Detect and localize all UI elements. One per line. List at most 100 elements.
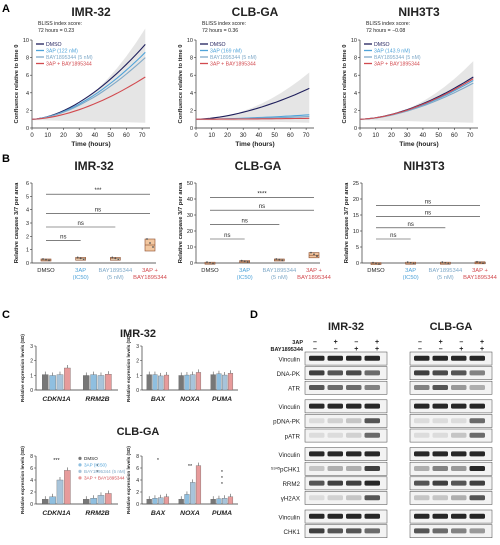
blot-band (327, 355, 343, 361)
y-tick-label: 40 (187, 197, 193, 203)
x-tick-label: 50 (435, 133, 442, 139)
bliss-label: BLISS index score: (366, 21, 410, 27)
blot-band (364, 451, 380, 457)
blot-band (309, 513, 325, 519)
blot-band (469, 495, 485, 501)
category-label: BAY1895344 (428, 268, 463, 274)
sig-label: **** (257, 191, 267, 197)
blot-strip (409, 461, 493, 476)
blot-band (414, 528, 430, 534)
blot-band (309, 528, 325, 534)
growth-curve (31, 76, 146, 120)
gene-label: NOXA (180, 510, 200, 517)
data-point (152, 246, 154, 248)
y-tick-label: 10 (23, 38, 29, 44)
x-tick-label: 10 (44, 133, 51, 139)
blot-band (451, 466, 467, 471)
blot-band (309, 403, 325, 409)
expression-bar (158, 497, 164, 505)
y-axis-title: Confluence relative to time 0 (342, 45, 348, 124)
x-tick-label: 40 (92, 133, 99, 139)
blot-band (309, 370, 325, 376)
y-tick-label: 4 (136, 478, 139, 484)
growth-curve (195, 87, 310, 120)
blot-band (327, 370, 343, 376)
expression-bar (146, 499, 152, 505)
category-label: 3AP + (142, 268, 158, 274)
blot-band (432, 528, 448, 534)
data-point (441, 261, 444, 264)
expression-bar (163, 374, 170, 391)
x-tick-label: 60 (123, 133, 130, 139)
y-tick-label: 2 (30, 359, 33, 365)
expression-bar (97, 375, 105, 391)
blot-band (414, 495, 430, 501)
expression-bar (216, 373, 222, 391)
blot-band (469, 370, 485, 376)
blot-band (346, 355, 362, 361)
category-label: BAY1895344 (98, 268, 133, 274)
expression-bar (83, 375, 90, 391)
blot-band (346, 385, 362, 390)
y-tick-label: 6 (30, 466, 33, 472)
blot-band (327, 480, 343, 486)
blot-band (309, 385, 325, 390)
y-tick-label: 8 (30, 454, 33, 460)
category-label: BAY1895344 (297, 275, 332, 281)
blot-band (309, 480, 325, 486)
blot-band (432, 385, 448, 390)
sig-label: ns (95, 207, 101, 213)
treatment-sign: + (334, 339, 338, 346)
sig-label: ns (60, 235, 66, 241)
category-label: 3AP + (472, 268, 488, 274)
y-tick-label: 0 (30, 388, 33, 394)
blot-band (451, 355, 467, 361)
y-tick-label: 3 (30, 344, 33, 350)
bliss-label: BLISS index score: (38, 21, 82, 27)
y-tick-label: 2 (136, 490, 139, 496)
blot-strip (304, 428, 388, 443)
expression-bar (49, 375, 56, 391)
blot-band (364, 495, 380, 501)
category-label: (5 nM) (271, 275, 288, 281)
y-tick-label: 10 (351, 38, 357, 44)
y-axis-title: Relative expression levels (SD) (126, 334, 131, 402)
gene-label: CDKN1A (42, 396, 70, 403)
x-tick-label: 40 (256, 133, 263, 139)
y-tick-label: 0 (190, 261, 193, 267)
data-point (212, 262, 214, 265)
x-tick-label: 10 (208, 133, 215, 139)
blot-band (432, 370, 448, 376)
expression-bar (178, 499, 184, 505)
x-tick-label: 30 (76, 133, 83, 139)
chart-a-title: IMR-32 (71, 5, 111, 19)
y-tick-label: 4 (354, 91, 357, 97)
expression-bar (210, 374, 216, 391)
y-tick-label: 1 (30, 373, 33, 379)
blot-strip (409, 414, 493, 428)
blot-band (346, 495, 362, 501)
blot-label: DNA-PK (277, 371, 301, 378)
legend-label: 3AP + BAY1895344 (374, 62, 420, 68)
treatment-sign: – (459, 339, 463, 346)
y-tick-label: 0 (354, 126, 357, 132)
growth-curve (359, 78, 474, 120)
legend-label: 3AP (122 nM) (46, 49, 78, 55)
y-axis-title: Confluence relative to time 0 (178, 45, 184, 124)
data-point (479, 261, 481, 264)
y-tick-label: 4 (26, 208, 29, 214)
legend-label: 3AP + BAY1895344 (84, 476, 125, 481)
y-tick-label: 25 (353, 181, 359, 187)
gene-label: CDKN1A (42, 510, 70, 517)
y-tick-label: 2 (190, 108, 193, 114)
blot-band (309, 466, 325, 471)
y-tick-label: 2 (354, 108, 357, 114)
y-tick-label: 2 (26, 108, 29, 114)
data-point (209, 261, 211, 264)
legend-label: 3AP (IC50) (84, 463, 107, 468)
legend-label: 3AP (143.9 nM) (374, 49, 411, 55)
legend-label: 3AP + BAY1895344 (210, 62, 256, 68)
treatment-sign: + (459, 346, 463, 353)
sig-label: *** (94, 188, 102, 194)
data-point (149, 242, 151, 244)
